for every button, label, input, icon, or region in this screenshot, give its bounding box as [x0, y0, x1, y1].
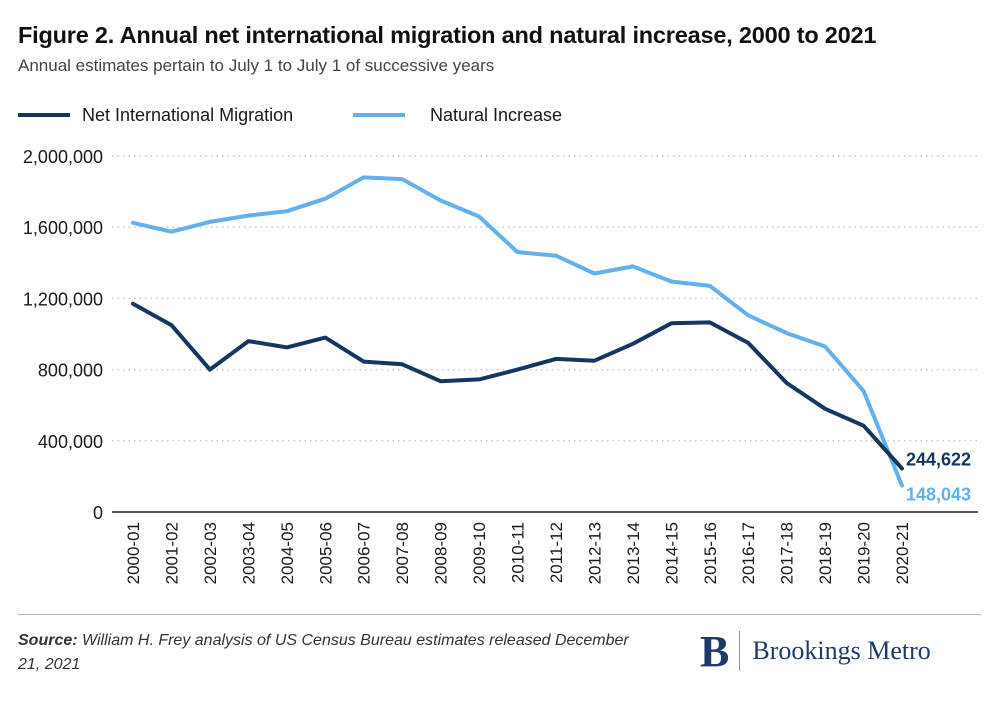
x-tick-label: 2015-16 — [701, 522, 720, 584]
y-tick-label: 800,000 — [38, 361, 103, 381]
x-tick-label: 2010-11 — [509, 522, 528, 583]
x-tick-label: 2002-03 — [201, 522, 220, 584]
footer-divider — [18, 614, 981, 615]
y-tick-label: 0 — [93, 503, 103, 523]
series-line-natural-increase — [131, 175, 904, 488]
y-axis-tick-labels: 0 400,000 800,000 1,200,000 1,600,000 2,000,0… — [23, 147, 103, 523]
gridlines — [112, 155, 978, 442]
source-note: Source: William H. Frey analysis of US C… — [18, 629, 638, 677]
end-labels: 244,622 148,043 — [906, 449, 971, 504]
x-tick-label: 2019-20 — [855, 522, 874, 584]
end-label-net-migration: 244,622 — [906, 449, 971, 469]
source-text: William H. Frey analysis of US Census Bu… — [18, 632, 629, 673]
brand-logo: B Brookings Metro — [700, 626, 931, 676]
x-tick-label: 2004-05 — [278, 522, 297, 584]
y-tick-label: 1,200,000 — [23, 289, 103, 309]
chart-title: Figure 2. Annual net international migra… — [18, 22, 877, 48]
series-lines — [131, 175, 904, 488]
source-label: Source: — [18, 632, 78, 649]
series-line-net-migration — [131, 301, 904, 471]
x-axis-tick-labels: 2000-01 2001-02 2002-03 2003-04 2004-05 2005-… — [124, 522, 912, 584]
x-tick-label: 2014-15 — [662, 522, 681, 584]
chart-subtitle: Annual estimates pertain to July 1 to Ju… — [18, 56, 495, 75]
x-tick-label: 2006-07 — [355, 522, 374, 584]
x-tick-label: 2007-08 — [393, 522, 412, 584]
x-tick-label: 2009-10 — [470, 522, 489, 584]
x-tick-label: 2012-13 — [585, 522, 604, 584]
x-tick-label: 2020-21 — [893, 522, 912, 584]
x-tick-label: 2000-01 — [124, 522, 143, 584]
legend-label-net-migration: Net International Migration — [82, 105, 293, 125]
x-tick-label: 2003-04 — [239, 522, 258, 584]
x-tick-label: 2001-02 — [162, 522, 181, 584]
x-tick-label: 2018-19 — [816, 522, 835, 584]
x-tick-label: 2017-18 — [778, 522, 797, 584]
y-tick-label: 2,000,000 — [23, 147, 103, 167]
x-tick-label: 2011-12 — [547, 522, 566, 583]
brand-name: Brookings Metro — [752, 636, 931, 665]
x-tick-label: 2005-06 — [316, 522, 335, 584]
legend-label-natural-increase: Natural Increase — [430, 105, 562, 125]
end-label-natural-increase: 148,043 — [906, 485, 971, 505]
y-tick-label: 1,600,000 — [23, 218, 103, 238]
brand-mark: B — [700, 626, 730, 676]
x-tick-label: 2016-17 — [739, 522, 758, 584]
x-tick-label: 2008-09 — [432, 522, 451, 584]
y-tick-label: 400,000 — [38, 432, 103, 452]
brand-divider — [739, 631, 741, 671]
legend: Net International Migration Natural Incr… — [18, 105, 562, 125]
x-tick-label: 2013-14 — [624, 522, 643, 584]
line-chart: Net International Migration Natural Incr… — [18, 105, 978, 584]
